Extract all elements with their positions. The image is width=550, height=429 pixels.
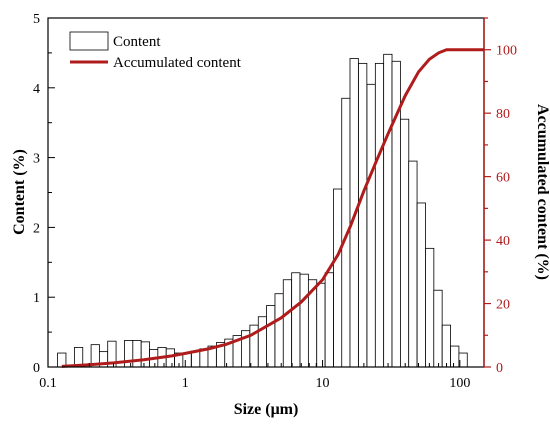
legend: Content Accumulated content xyxy=(69,31,242,71)
y2-axis-title: Accumulated content (%) xyxy=(534,104,550,280)
histogram-bars xyxy=(57,53,468,368)
y2-tick-label: 100 xyxy=(496,44,517,59)
y-tick-label: 2 xyxy=(33,221,40,236)
histogram-bar xyxy=(383,53,393,368)
histogram-bar xyxy=(299,273,309,368)
histogram-bar xyxy=(358,62,368,368)
y2-tick-label: 20 xyxy=(496,298,510,313)
histogram-bar xyxy=(425,247,435,368)
y-axis-title: Content (%) xyxy=(11,149,28,235)
y-tick-label: 3 xyxy=(33,152,40,167)
y2-tick-label: 40 xyxy=(496,234,510,249)
x-axis-ticks: 0.1 1 10 100 xyxy=(39,360,470,391)
histogram-bar xyxy=(274,293,284,368)
histogram-bar xyxy=(416,202,426,368)
histogram-bar xyxy=(182,352,192,368)
histogram-bar xyxy=(333,188,343,368)
histogram-bar xyxy=(257,316,268,368)
y-tick-label: 0 xyxy=(33,361,40,376)
x-tick-label: 0.1 xyxy=(39,376,57,391)
histogram-bar xyxy=(374,62,385,368)
y-tick-label: 1 xyxy=(33,291,40,306)
histogram-bar xyxy=(400,118,410,368)
histogram-bar xyxy=(266,305,276,368)
x-tick-label: 10 xyxy=(316,376,330,391)
x-tick-label: 1 xyxy=(182,376,189,391)
x-axis-title: Size (μm) xyxy=(234,401,299,418)
histogram-bar xyxy=(140,341,150,368)
histogram-bar xyxy=(450,345,460,368)
y2-tick-label: 60 xyxy=(496,171,510,186)
histogram-bar xyxy=(408,160,418,368)
histogram-bar xyxy=(433,289,443,368)
histogram-bar xyxy=(132,340,142,368)
histogram-bar xyxy=(282,279,293,368)
accumulated-content-line xyxy=(61,48,484,368)
y-tick-label: 4 xyxy=(33,82,40,97)
y2-tick-label: 0 xyxy=(496,361,503,376)
y-axis-ticks: 0 1 2 3 4 5 xyxy=(33,12,55,376)
histogram-bar xyxy=(316,282,326,368)
y2-axis-ticks: 0 20 40 60 80 100 xyxy=(484,17,517,376)
legend-label-content: Content xyxy=(113,34,161,50)
y-tick-label: 5 xyxy=(33,12,40,27)
histogram-bar xyxy=(324,272,334,368)
legend-label-accumulated: Accumulated content xyxy=(113,55,242,71)
y2-tick-label: 80 xyxy=(496,107,510,122)
histogram-bar xyxy=(441,324,451,368)
x-tick-label: 100 xyxy=(449,376,470,391)
histogram-bar xyxy=(291,272,301,368)
histogram-bar xyxy=(366,83,376,368)
legend-swatch-content xyxy=(69,31,109,51)
